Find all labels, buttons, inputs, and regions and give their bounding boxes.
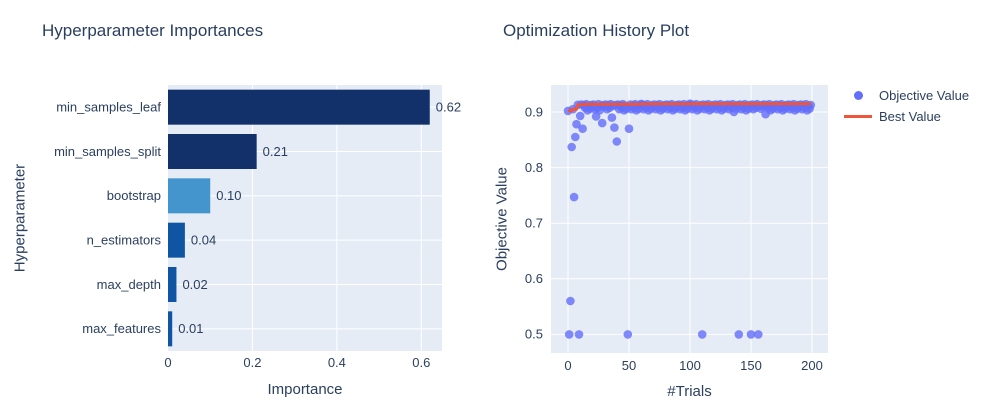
objective-point[interactable] (624, 124, 634, 133)
objective-point[interactable] (697, 330, 707, 339)
x-tick-label: 0.2 (243, 355, 261, 370)
objective-point[interactable] (569, 192, 579, 202)
objective-point[interactable] (754, 330, 763, 339)
importances-plot-area[interactable]: min_samples_leaf 0.62 min_samples_split 0.2… (54, 85, 461, 370)
importances-chart-title: Hyperparameter Importances (42, 21, 264, 40)
best-value-line[interactable] (567, 102, 812, 113)
objective-point[interactable] (566, 296, 575, 306)
category-label: max_features (82, 321, 161, 336)
legend: Objective Value Best Value (841, 85, 969, 127)
objective-point[interactable] (575, 111, 585, 121)
legend-item-best-value[interactable]: Best Value (841, 106, 969, 127)
category-label: min_samples_split (54, 144, 161, 159)
y-tick-label: 0.6 (525, 271, 543, 286)
x-tick-label: 200 (801, 358, 823, 373)
legend-swatch (841, 115, 875, 118)
category-label: bootstrap (107, 188, 161, 203)
x-tick-label: 0 (164, 355, 171, 370)
objective-point[interactable] (746, 330, 756, 339)
importance-xaxis-label: Importance (267, 381, 343, 398)
history-plot-area[interactable]: 0 50 100 150 200 0.5 0.6 0.7 0.8 0.9 (525, 85, 828, 373)
legend-swatch (841, 91, 875, 100)
importance-bar[interactable] (168, 178, 211, 214)
best-value-line-icon (844, 115, 872, 118)
category-label: n_estimators (87, 232, 162, 247)
objective-marker-icon (853, 91, 863, 100)
category-label: max_depth (97, 277, 161, 292)
y-tick-label: 0.7 (525, 215, 543, 230)
x-tick-label: 0.6 (412, 355, 430, 370)
importance-bar[interactable] (168, 222, 185, 258)
y-tick-label: 0.5 (525, 327, 543, 342)
objective-point[interactable] (607, 113, 617, 122)
x-tick-label: 150 (740, 358, 762, 373)
objective-point[interactable] (734, 330, 744, 339)
objective-point[interactable] (567, 142, 576, 152)
bar-value-label: 0.01 (178, 321, 203, 336)
trials-xaxis-label: #Trials (667, 383, 712, 400)
importance-bar[interactable] (168, 311, 173, 347)
x-tick-label: 0 (564, 358, 571, 373)
objective-point[interactable] (578, 124, 587, 133)
legend-label-best: Best Value (879, 109, 941, 124)
history-chart-title: Optimization History Plot (503, 21, 690, 40)
legend-item-objective-value[interactable]: Objective Value (841, 85, 969, 106)
importance-bar[interactable] (168, 267, 177, 302)
objective-point[interactable] (623, 330, 633, 339)
objective-point[interactable] (564, 330, 574, 339)
bar-value-label: 0.10 (216, 188, 241, 203)
objective-point[interactable] (612, 137, 622, 146)
objective-point[interactable] (597, 118, 607, 128)
objective-point[interactable] (574, 330, 584, 339)
hyperparameter-yaxis-label: Hyperparameter (11, 163, 29, 273)
category-label: min_samples_leaf (56, 99, 161, 114)
importance-bar[interactable] (168, 134, 257, 169)
bar-value-label: 0.04 (191, 232, 216, 247)
y-tick-label: 0.8 (525, 160, 543, 175)
importance-bar[interactable] (168, 89, 430, 125)
objective-point[interactable] (571, 132, 580, 142)
x-tick-label: 100 (679, 358, 701, 373)
bar-value-label: 0.62 (436, 99, 461, 114)
bar-value-label: 0.21 (263, 144, 288, 159)
objective-point[interactable] (610, 123, 619, 132)
x-tick-label: 50 (622, 358, 636, 373)
plot-background (168, 85, 442, 351)
bar-value-label: 0.02 (182, 277, 207, 292)
x-tick-label: 0.4 (328, 355, 346, 370)
objective-yaxis-label: Objective Value (493, 167, 511, 271)
objective-point[interactable] (572, 119, 581, 129)
y-tick-label: 0.9 (525, 104, 543, 119)
legend-label-objective: Objective Value (879, 88, 970, 103)
